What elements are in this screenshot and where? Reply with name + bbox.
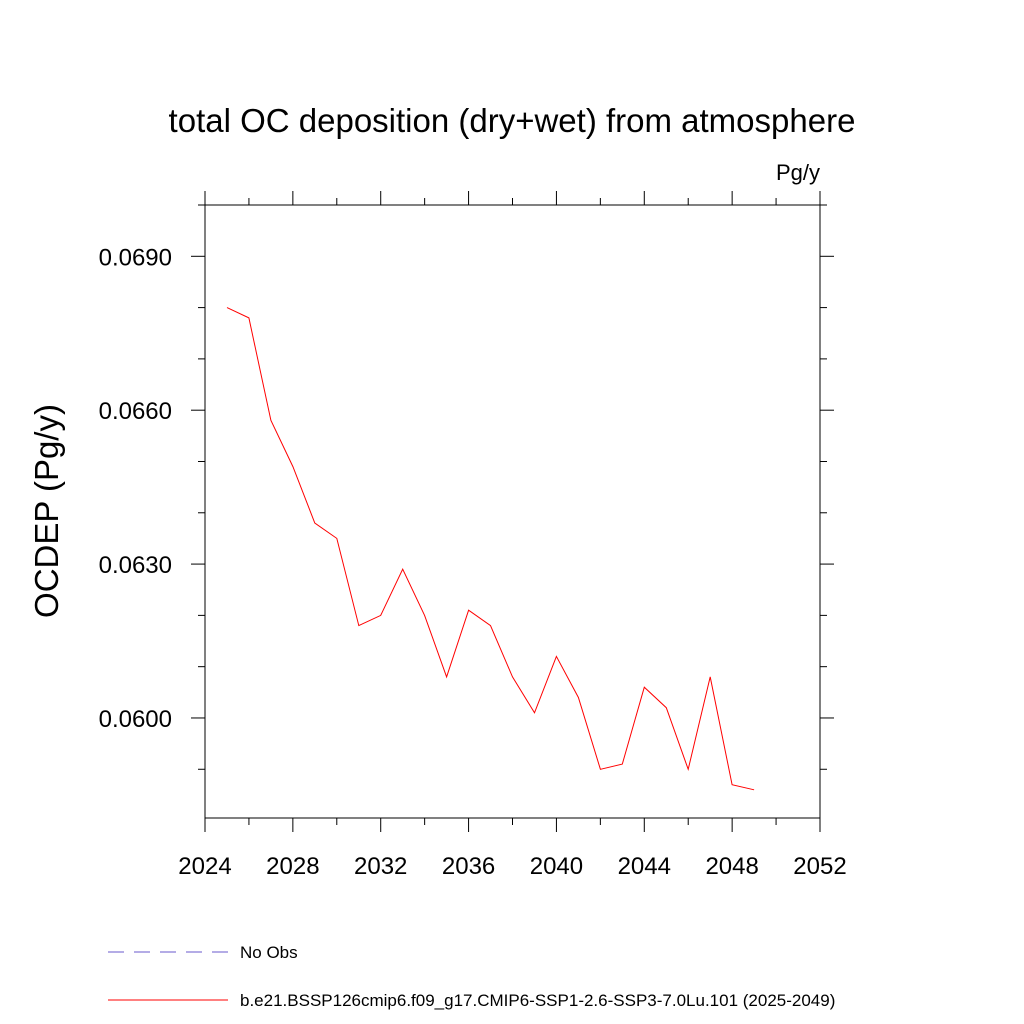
data-point (312, 521, 317, 526)
legend-label: No Obs (240, 943, 298, 962)
data-point (620, 762, 625, 767)
data-point (356, 623, 361, 628)
data-point (664, 705, 669, 710)
data-point (290, 464, 295, 469)
x-tick-label: 2028 (266, 853, 319, 880)
series-line-1 (226, 307, 755, 791)
data-point (708, 674, 713, 679)
x-tick-label: 2044 (618, 853, 671, 880)
data-point (642, 685, 647, 690)
data-point (246, 315, 251, 320)
data-point (488, 623, 493, 628)
x-tick-label: 2052 (793, 853, 846, 880)
x-tick-label: 2036 (442, 853, 495, 880)
x-axis-ticks: 2024 2028 2032 2036 2040 2044 2048 2052 (178, 191, 847, 880)
data-point (752, 787, 757, 792)
data-point (686, 767, 691, 772)
data-point (378, 613, 383, 618)
data-point (400, 567, 405, 572)
data-point (268, 418, 273, 423)
data-point (730, 782, 735, 787)
data-point (224, 305, 229, 310)
y-tick-label: 0.0630 (99, 552, 172, 579)
data-point (576, 695, 581, 700)
plot-frame (204, 204, 821, 819)
x-tick-label: 2040 (530, 853, 583, 880)
y-tick-label: 0.0660 (99, 398, 172, 425)
legend-label: b.e21.BSSP126cmip6.f09_g17.CMIP6-SSP1-2.… (240, 991, 835, 1010)
x-tick-label: 2024 (178, 853, 231, 880)
data-point (532, 710, 537, 715)
x-tick-label: 2032 (354, 853, 407, 880)
data-point (444, 674, 449, 679)
data-point (334, 536, 339, 541)
data-point (510, 674, 515, 679)
chart-title: total OC deposition (dry+wet) from atmos… (169, 102, 856, 139)
data-point (422, 613, 427, 618)
y-tick-label: 0.0600 (99, 706, 172, 733)
series-layer (224, 305, 757, 792)
data-point (598, 767, 603, 772)
y-axis-label: OCDEP (Pg/y) (28, 404, 65, 618)
units-label: Pg/y (776, 160, 820, 185)
x-tick-label: 2048 (705, 853, 758, 880)
legend: No Obs b.e21.BSSP126cmip6.f09_g17.CMIP6-S… (108, 943, 835, 1010)
data-point (554, 654, 559, 659)
y-tick-label: 0.0690 (99, 244, 172, 271)
data-point (466, 608, 471, 613)
y-axis-ticks: 0.0600 0.0630 0.0660 0.0690 (99, 204, 834, 770)
